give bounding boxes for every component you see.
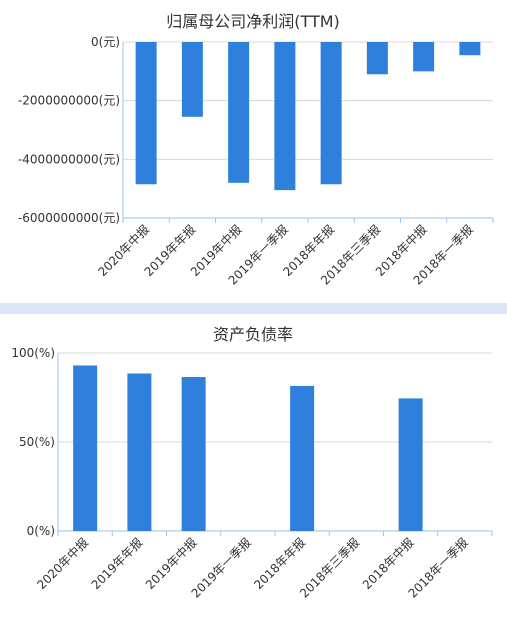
bar-3 (274, 42, 296, 191)
y-tick-label: 0(元) (91, 35, 120, 49)
panel-divider (0, 303, 507, 314)
x-tick-label: 2020年中报 (34, 535, 92, 593)
chart-title: 资产负债率 (213, 325, 293, 344)
net-profit-chart-panel: 归属母公司净利润(TTM) 0(元) -2000000000(元) -4000000… (0, 0, 507, 303)
y-tick-label: 0(%) (27, 524, 55, 538)
x-tick-label: 2018年年报 (251, 535, 309, 593)
bar-0 (135, 42, 157, 185)
chart-title: 归属母公司净利润(TTM) (166, 12, 340, 31)
x-tick-label: 2019年年报 (88, 535, 146, 593)
bar-2 (181, 377, 206, 531)
bar-1 (127, 373, 152, 531)
debt-ratio-chart-panel: 资产负债率 100(%) 50(%) 0(%) 2020年中报 2019年年报 2019年… (0, 314, 507, 613)
y-tick-label: -2000000000(元) (18, 94, 120, 108)
y-tick-label: -4000000000(元) (18, 152, 120, 166)
bar-7 (459, 42, 481, 56)
bar-6 (398, 398, 423, 531)
bar-4 (320, 42, 342, 185)
net-profit-chart: 归属母公司净利润(TTM) 0(元) -2000000000(元) -4000000… (18, 12, 494, 288)
bar-4 (290, 385, 315, 531)
bar-1 (181, 42, 203, 117)
bar-0 (73, 365, 98, 531)
bar-5 (366, 42, 388, 75)
bar-2 (228, 42, 250, 183)
y-tick-label: 50(%) (19, 435, 55, 449)
x-tick-label: 2019年中报 (142, 535, 200, 593)
debt-ratio-chart: 资产负债率 100(%) 50(%) 0(%)2020年中报2019年年报2019年… (11, 325, 493, 601)
y-tick-label: 100(%) (11, 346, 55, 360)
x-tick-label: 2018年中报 (359, 535, 417, 593)
y-tick-label: -6000000000(元) (18, 211, 120, 225)
bar-6 (413, 42, 435, 72)
